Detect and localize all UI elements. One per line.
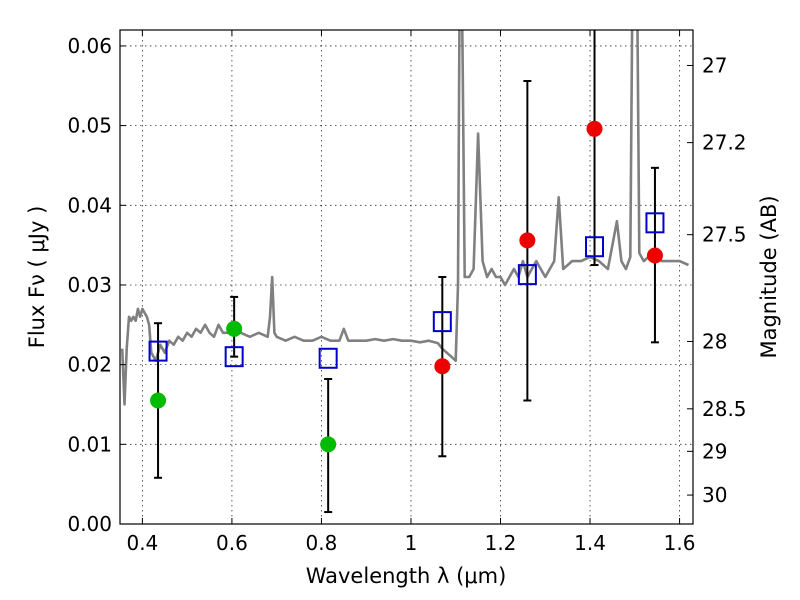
blue-square-point xyxy=(432,311,452,333)
green-point xyxy=(226,320,243,337)
red-point xyxy=(646,247,663,264)
y2-axis-label: Magnitude (AB) xyxy=(757,195,781,358)
blue-square-point xyxy=(645,212,665,234)
y-tick-label: 0.02 xyxy=(67,353,112,377)
x-tick-label: 1.4 xyxy=(574,531,606,555)
spectrum-line xyxy=(120,30,690,406)
y-tick-label: 0.05 xyxy=(67,114,112,138)
spectrum-layer xyxy=(120,30,690,406)
y2-tick-label: 27 xyxy=(702,53,727,77)
y-tick-label: 0.06 xyxy=(67,34,112,58)
ticks: 0.4 0.6 0.8 1 1.2 1.4 1.6 0.00 0.01 0.02 0.03 0.04 0… xyxy=(67,30,747,555)
grid xyxy=(120,30,693,525)
green-point xyxy=(320,436,337,453)
blue-square-point xyxy=(585,236,605,258)
x-tick-label: 0.8 xyxy=(306,531,338,555)
blue-square-point xyxy=(224,346,244,368)
red-point xyxy=(519,232,536,249)
y2-tick-label: 28.5 xyxy=(702,397,747,421)
blue-square-point xyxy=(318,347,338,369)
plot-frame xyxy=(119,29,694,525)
red-point xyxy=(434,358,451,375)
blue-square-point xyxy=(148,340,168,362)
y-tick-label: 0.03 xyxy=(67,273,112,297)
x-tick-label: 0.6 xyxy=(216,531,248,555)
y-axis-label: Flux Fν ( μJy ) xyxy=(25,206,49,349)
y2-tick-label: 30 xyxy=(702,483,727,507)
y2-tick-label: 29 xyxy=(702,439,727,463)
x-tick-label: 1.6 xyxy=(664,531,696,555)
blue-square-point xyxy=(517,264,537,286)
x-tick-label: 1 xyxy=(405,531,418,555)
y2-tick-label: 27.5 xyxy=(702,223,747,247)
y2-tick-label: 28 xyxy=(702,329,727,353)
y-tick-label: 0.00 xyxy=(67,512,112,536)
x-axis-label: Wavelength λ (μm) xyxy=(306,564,507,588)
green-point xyxy=(150,392,167,409)
y-tick-label: 0.04 xyxy=(67,193,112,217)
red-point xyxy=(586,120,603,137)
y-tick-label: 0.01 xyxy=(67,432,112,456)
y2-tick-label: 27.2 xyxy=(702,131,747,155)
x-tick-label: 0.4 xyxy=(126,531,158,555)
points-layer xyxy=(148,120,665,453)
x-tick-label: 1.2 xyxy=(485,531,517,555)
